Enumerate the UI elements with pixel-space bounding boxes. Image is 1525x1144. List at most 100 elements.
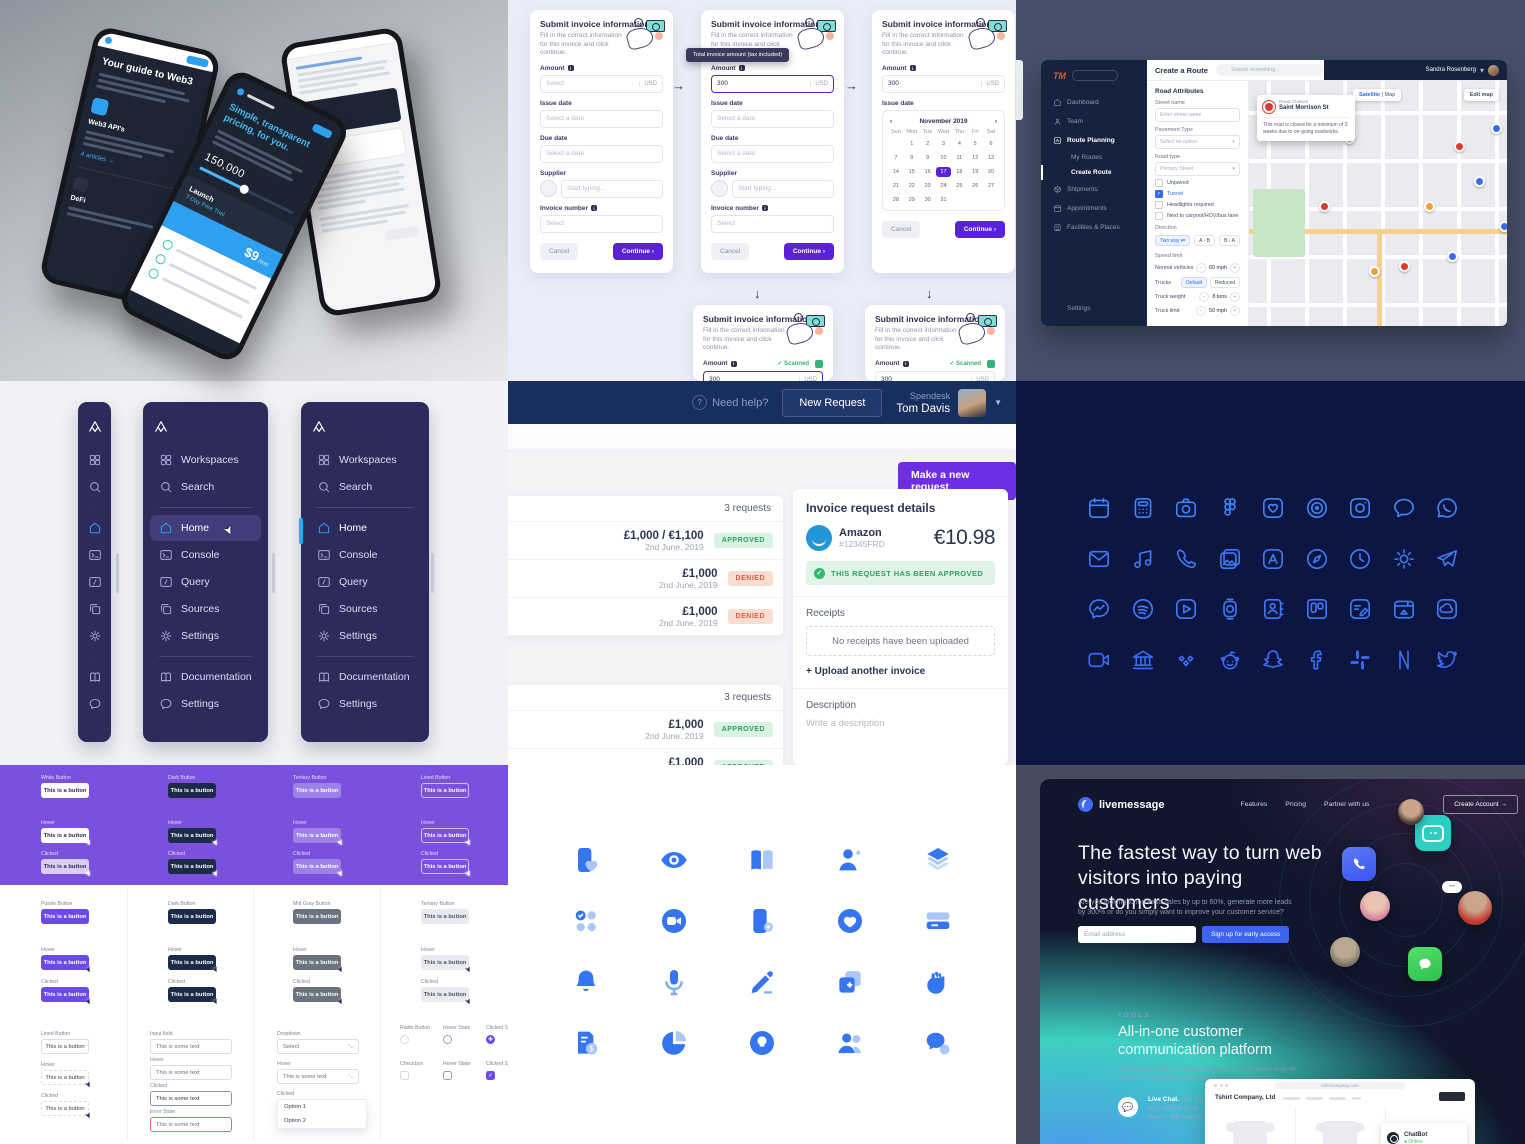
sidebar-item-workspaces[interactable]: Workspaces — [308, 447, 422, 473]
continue-button[interactable]: Continue › — [954, 220, 1005, 238]
calendar-day[interactable]: 2 — [926, 140, 930, 147]
chat-icon[interactable] — [1391, 495, 1417, 521]
route-user-name[interactable]: Sandra Rosenberg — [1425, 67, 1476, 73]
plus-button[interactable]: + — [1230, 306, 1240, 316]
users-icon[interactable] — [834, 1027, 866, 1059]
plus-button[interactable]: + — [1230, 292, 1240, 302]
calendar-day[interactable]: 11 — [956, 154, 963, 161]
facetime-icon[interactable] — [1086, 647, 1112, 673]
clock-icon[interactable] — [1347, 546, 1373, 572]
route-search-input[interactable]: Search something... — [1215, 64, 1324, 76]
heart-icon[interactable] — [834, 905, 866, 937]
spotify-icon[interactable] — [1130, 596, 1156, 622]
sidebar-item-search[interactable] — [78, 474, 111, 500]
dropdown-option[interactable]: Option 1 — [284, 1104, 306, 1110]
a-to-b-button[interactable]: A › B — [1194, 235, 1216, 246]
user-avatar[interactable] — [958, 388, 987, 417]
sidebar-item-sources[interactable]: Sources — [308, 596, 422, 622]
signup-button[interactable]: Sign up for early access — [1202, 926, 1290, 943]
calendar-day[interactable]: 7 — [894, 154, 898, 161]
nav-link-pricing[interactable]: Pricing — [1285, 801, 1307, 808]
idea-icon[interactable] — [746, 1027, 778, 1059]
calendar-day[interactable]: 28 — [892, 196, 899, 203]
minus-button[interactable]: − — [1196, 306, 1207, 316]
sidebar-item-documentation[interactable]: Documentation — [308, 664, 422, 690]
invoice-number-input[interactable]: Select — [540, 214, 663, 233]
facebook-icon[interactable] — [1304, 647, 1330, 673]
sidebar-item-settings[interactable] — [78, 691, 111, 717]
sidebar-item-console[interactable]: Console — [308, 542, 422, 568]
tertiary-button-hover[interactable]: This is a button — [293, 828, 341, 843]
calendar-day[interactable]: 9 — [926, 154, 930, 161]
route-subnav-create-route[interactable]: Create Route — [1041, 165, 1147, 180]
calendar-day[interactable]: 8 — [910, 154, 914, 161]
calculator-icon[interactable] — [1130, 495, 1156, 521]
mid-gray-button[interactable]: This is a button — [293, 909, 341, 924]
watch-icon[interactable] — [1217, 596, 1243, 622]
kit-checkbox-checked[interactable]: ✓ — [486, 1071, 495, 1080]
lined-button[interactable]: This is a button — [421, 783, 469, 798]
map-marker-icon[interactable] — [1447, 251, 1458, 262]
due-date-input[interactable]: Select a date — [540, 144, 663, 163]
two-way-button[interactable]: Two way ⇄ — [1155, 235, 1191, 246]
dark-button-hover[interactable]: This is a button — [168, 955, 216, 970]
bell-icon[interactable] — [570, 966, 602, 998]
sidebar-item-documentation[interactable]: Documentation — [150, 664, 261, 690]
app-store-icon[interactable] — [1260, 546, 1286, 572]
invoice-number-input[interactable]: Select — [711, 214, 834, 233]
sidebar-item-console[interactable]: Console — [150, 542, 261, 568]
sidebar-item-settings[interactable]: Settings — [308, 623, 422, 649]
calendar-day[interactable]: 27 — [988, 182, 995, 189]
route-nav-appointments[interactable]: Appointments — [1041, 199, 1147, 218]
mail-icon[interactable] — [1086, 546, 1112, 572]
phone-icon[interactable] — [1173, 546, 1199, 572]
edit-map-button[interactable]: Edit map — [1463, 89, 1499, 101]
route-nav-facilities-places[interactable]: Facilities & Places — [1041, 218, 1147, 237]
route-nav-settings[interactable]: Settings — [1041, 299, 1147, 318]
kit-radio[interactable] — [443, 1035, 452, 1044]
mid-gray-button-hover[interactable]: This is a button — [293, 955, 341, 970]
calendar-day[interactable]: 21 — [892, 182, 899, 189]
upload-invoice-link[interactable]: + Upload another invoice — [806, 666, 926, 677]
email-input[interactable]: Email address — [1078, 926, 1196, 943]
sidebar-item-query[interactable]: Query — [150, 569, 261, 595]
route-user-avatar[interactable] — [1488, 64, 1499, 76]
sidebar-item-search[interactable]: Search — [150, 474, 261, 500]
video-call-icon[interactable] — [658, 905, 690, 937]
sidebar-item-settings[interactable] — [78, 623, 111, 649]
issue-date-input[interactable]: Select a date — [540, 109, 663, 128]
route-nav-shipments[interactable]: Shipments — [1041, 180, 1147, 199]
dark-button-clicked[interactable]: This is a button — [168, 859, 216, 874]
request-row[interactable]: £1,000 2nd June, 2019 DENIED — [508, 598, 783, 636]
map-marker-icon[interactable] — [1369, 266, 1380, 277]
mid-gray-button-clicked[interactable]: This is a button — [293, 987, 341, 1002]
minus-button[interactable]: − — [1199, 292, 1210, 302]
map-marker-icon[interactable] — [1319, 201, 1330, 212]
supplier-input[interactable]: Start typing... — [732, 179, 834, 198]
white-button[interactable]: This is a button — [41, 783, 89, 798]
sidebar-item-console[interactable] — [78, 542, 111, 568]
continue-button[interactable]: Continue › — [783, 242, 834, 260]
notes-icon[interactable] — [1347, 596, 1373, 622]
form-input[interactable]: Enter street name — [1155, 108, 1240, 122]
kit-checkbox[interactable] — [443, 1071, 452, 1080]
music-icon[interactable] — [1130, 546, 1156, 572]
map-marker-icon[interactable] — [1454, 141, 1465, 152]
sidebar-item-search[interactable]: Search — [308, 474, 422, 500]
video-icon[interactable] — [1173, 596, 1199, 622]
checkbox-unpaved[interactable]: Unpaved — [1155, 179, 1240, 187]
calendar-day[interactable]: 12 — [972, 154, 979, 161]
form-input[interactable]: Primary Street ▾ — [1155, 162, 1240, 176]
contacts-icon[interactable] — [1260, 596, 1286, 622]
checkbox-headlights-required[interactable]: Headlights required — [1155, 201, 1240, 209]
due-date-input[interactable]: Select a date — [711, 144, 834, 163]
nav-link-features[interactable]: Features — [1240, 801, 1268, 808]
kit-input[interactable]: This is some text — [150, 1039, 232, 1054]
add-user-icon[interactable] — [834, 844, 866, 876]
calendar-day[interactable]: 19 — [972, 168, 979, 175]
sidebar-item-home[interactable]: Home — [308, 515, 422, 541]
purple-button-hover[interactable]: This is a button — [41, 955, 89, 970]
tertiary-button-hover[interactable]: This is a button — [421, 955, 469, 970]
dropdown-option[interactable]: Option 2 — [284, 1118, 306, 1124]
